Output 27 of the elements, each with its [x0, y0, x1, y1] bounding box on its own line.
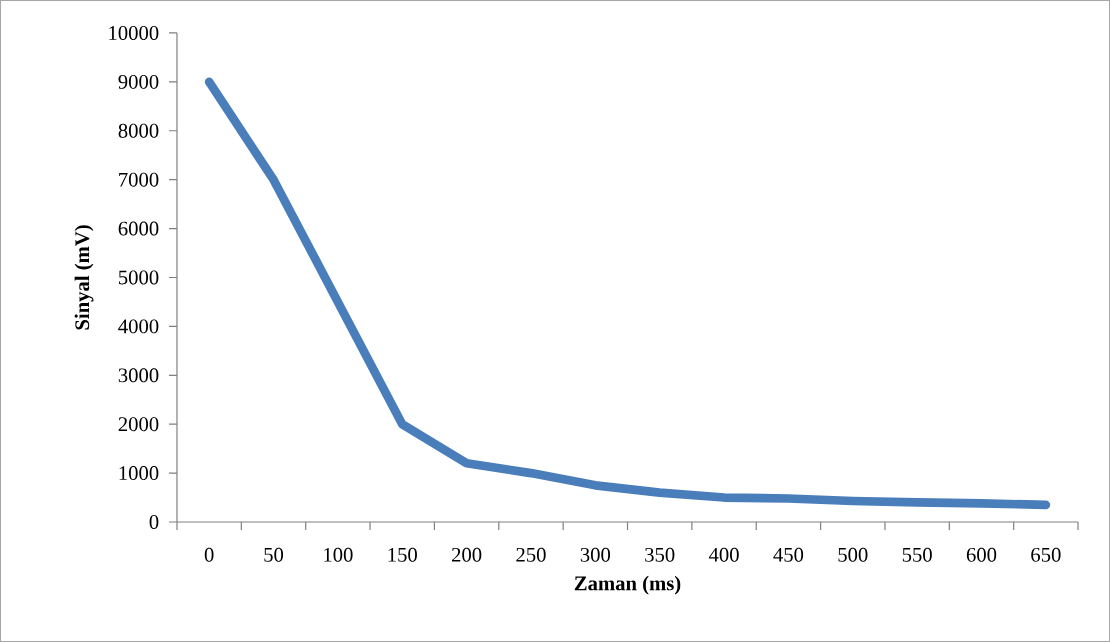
- y-tick-label: 1000: [119, 466, 159, 481]
- x-tick-label: 600: [966, 547, 997, 562]
- x-tick-label: 450: [773, 547, 804, 562]
- x-tick-label: 100: [324, 547, 353, 562]
- x-tick-label: 200: [452, 547, 482, 562]
- y-tick-label: 4000: [118, 319, 159, 334]
- y-tick-label: 8000: [118, 123, 159, 138]
- x-tick-label: 400: [708, 547, 739, 562]
- y-tick-label: 2000: [118, 417, 159, 432]
- x-tick-label: 500: [838, 547, 868, 562]
- x-tick-label: 550: [902, 547, 932, 562]
- x-tick-label: 350: [645, 547, 675, 562]
- y-tick-label: 3000: [118, 368, 159, 383]
- y-tick-label: 0: [149, 515, 159, 529]
- x-tick-label: 0: [204, 547, 214, 562]
- y-tick-label: 10000: [109, 26, 159, 40]
- y-tick-label: 5000: [119, 270, 159, 285]
- y-tick-label: 6000: [118, 221, 159, 236]
- x-tick-label: 650: [1031, 547, 1061, 562]
- x-axis-title: Zaman (ms): [574, 575, 681, 595]
- y-tick-label: 9000: [118, 74, 159, 89]
- x-tick-label: 50: [264, 547, 284, 562]
- x-tick-label: 250: [516, 547, 546, 562]
- y-tick-label: 7000: [119, 172, 159, 187]
- y-axis-title: Sinyal (mV): [74, 225, 94, 330]
- x-tick-label: 150: [388, 547, 417, 562]
- x-tick-label: 300: [580, 547, 611, 562]
